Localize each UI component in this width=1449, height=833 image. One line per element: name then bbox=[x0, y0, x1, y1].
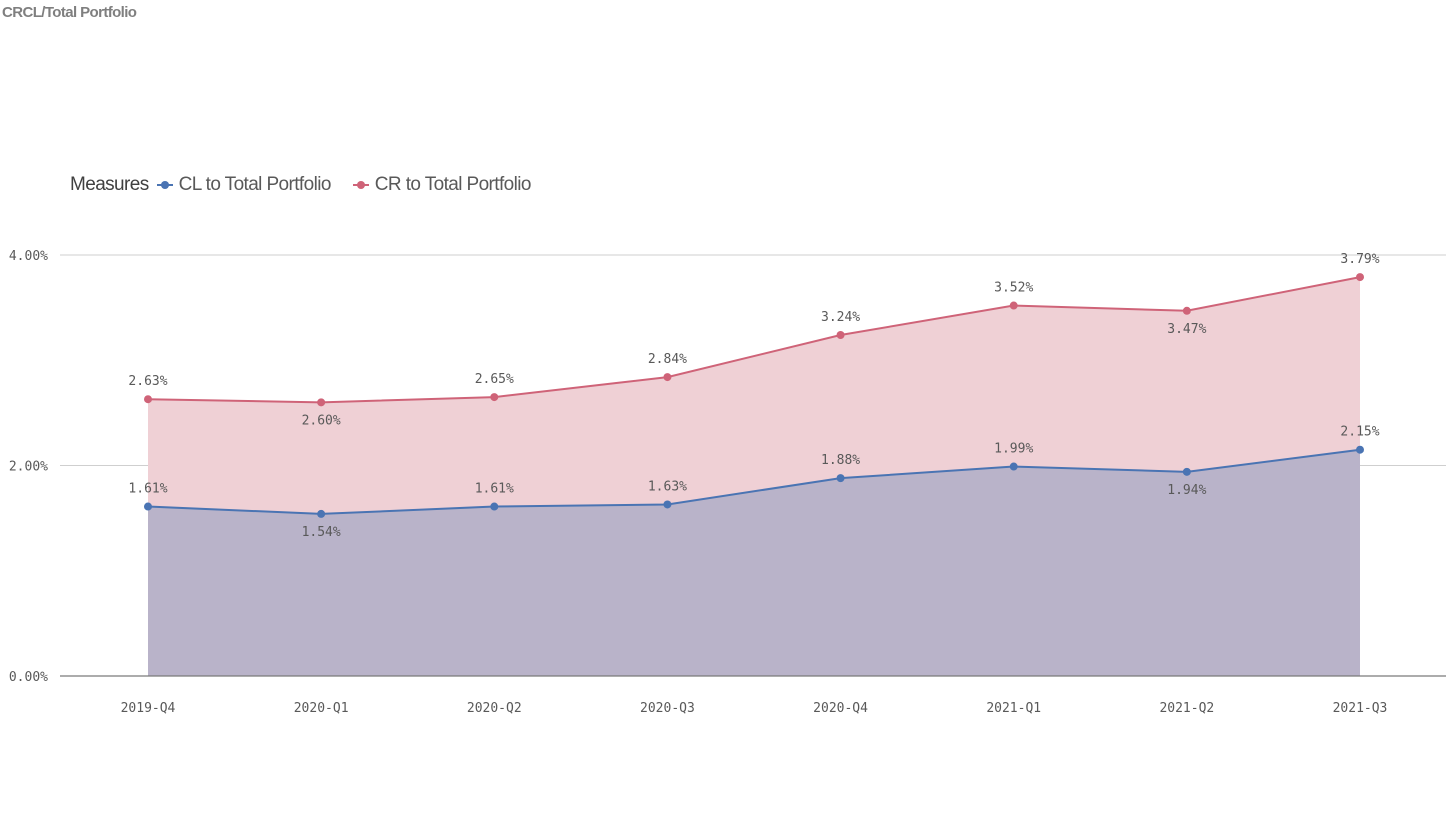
legend: Measures CL to Total Portfolio CR to Tot… bbox=[70, 171, 553, 199]
y-tick-label: 2.00% bbox=[9, 460, 48, 475]
data-point-cl bbox=[317, 509, 326, 518]
legend-item-cl[interactable]: CL to Total Portfolio bbox=[156, 174, 332, 196]
data-point-cl bbox=[1009, 462, 1018, 471]
x-tick-label: 2020-Q3 bbox=[640, 701, 695, 716]
legend-label-cl: CL to Total Portfolio bbox=[178, 174, 332, 195]
data-point-cl bbox=[490, 502, 499, 511]
x-tick-label: 2021-Q2 bbox=[1159, 701, 1214, 716]
data-point-cr bbox=[490, 393, 499, 402]
area-fill-cl bbox=[148, 449, 1360, 676]
data-label-cr: 3.79% bbox=[1340, 252, 1379, 267]
data-label-cl: 2.15% bbox=[1340, 425, 1379, 440]
data-label-cl: 1.61% bbox=[128, 482, 167, 497]
legend-item-cr[interactable]: CR to Total Portfolio bbox=[352, 174, 532, 196]
data-label-cr: 2.65% bbox=[475, 372, 514, 387]
x-tick-label: 2020-Q2 bbox=[467, 701, 522, 716]
x-tick-label: 2019-Q4 bbox=[121, 701, 176, 716]
data-point-cr bbox=[1009, 301, 1018, 310]
data-point-cr bbox=[1182, 306, 1191, 315]
data-point-cr bbox=[1356, 273, 1364, 282]
data-point-cl bbox=[144, 502, 152, 511]
y-tick-label: 0.00% bbox=[9, 670, 48, 685]
data-point-cr bbox=[317, 398, 326, 407]
x-tick-label: 2020-Q1 bbox=[294, 701, 349, 716]
x-tick-label: 2021-Q3 bbox=[1333, 701, 1388, 716]
chart-title: CRCL/Total Portfolio bbox=[2, 4, 137, 21]
data-point-cr bbox=[663, 373, 672, 382]
legend-swatch-cl-icon bbox=[156, 177, 173, 193]
data-label-cl: 1.63% bbox=[648, 479, 687, 494]
data-label-cl: 1.61% bbox=[475, 482, 514, 497]
data-label-cl: 1.88% bbox=[821, 453, 860, 468]
x-tick-label: 2020-Q4 bbox=[813, 701, 868, 716]
series-line-cl bbox=[147, 448, 1361, 515]
data-label-cr: 2.84% bbox=[648, 352, 687, 367]
data-point-cl bbox=[1182, 467, 1191, 476]
data-point-cl bbox=[1356, 445, 1364, 454]
data-label-cl: 1.99% bbox=[994, 442, 1033, 457]
data-point-cr bbox=[144, 395, 152, 404]
legend-title: Measures bbox=[70, 174, 149, 195]
series-line-cr bbox=[147, 276, 1361, 404]
data-label-cl: 1.54% bbox=[302, 525, 341, 540]
data-label-cl: 1.94% bbox=[1167, 483, 1206, 498]
data-label-cr: 3.47% bbox=[1167, 322, 1206, 337]
data-label-cr: 2.63% bbox=[128, 374, 167, 389]
data-point-cl bbox=[836, 474, 845, 483]
x-tick-label: 2021-Q1 bbox=[986, 701, 1041, 716]
data-label-cr: 3.52% bbox=[994, 281, 1033, 296]
y-tick-label: 4.00% bbox=[9, 249, 48, 264]
data-label-cr: 2.60% bbox=[302, 413, 341, 428]
legend-label-cr: CR to Total Portfolio bbox=[374, 174, 532, 195]
data-label-cr: 3.24% bbox=[821, 310, 860, 325]
legend-swatch-cr-icon bbox=[352, 177, 369, 193]
data-point-cr bbox=[836, 330, 845, 339]
data-point-cl bbox=[663, 500, 672, 509]
